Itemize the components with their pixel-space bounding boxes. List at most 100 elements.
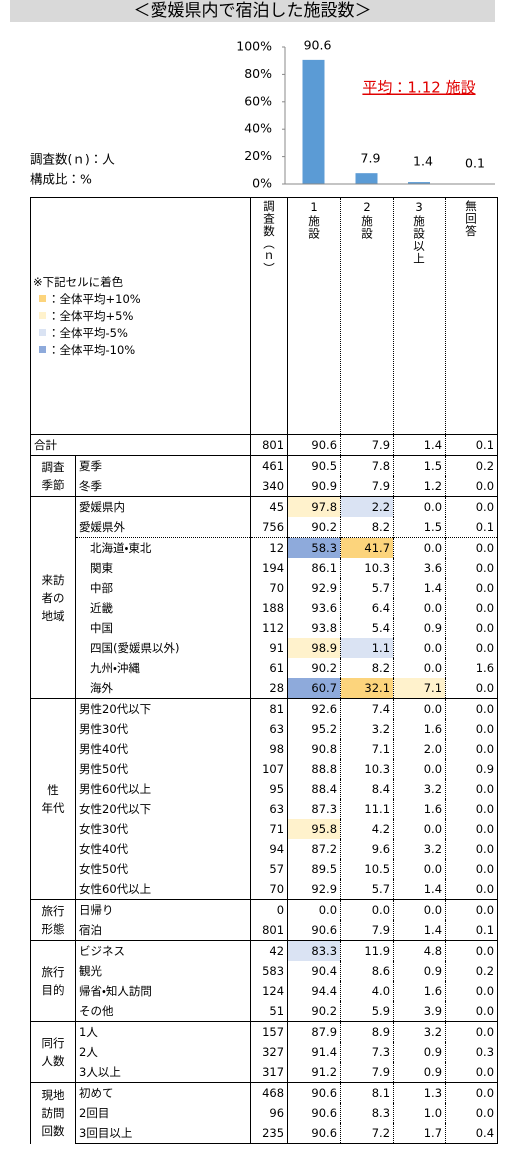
- cell-value: 0.9: [393, 1062, 447, 1083]
- cell-value: 63: [250, 799, 289, 819]
- row-label: 男性20代以下: [74, 698, 252, 719]
- row-label: 男性60代以上: [74, 779, 252, 799]
- row-label: 男性30代: [74, 719, 252, 739]
- cell-value: 0.0: [340, 899, 395, 920]
- legend-note: ※下記セルに着色: [33, 274, 124, 289]
- row-label: 2回目: [74, 1103, 252, 1123]
- legend-label: ：全体平均-10%: [48, 342, 136, 357]
- cell-value: 0.9: [393, 1042, 447, 1062]
- cell-value: 0.0: [393, 598, 447, 618]
- column-header: 無回答: [445, 197, 499, 435]
- row-label: 観光: [74, 961, 252, 981]
- group-label: 合計: [29, 434, 252, 456]
- cell-value: 7.9: [340, 1062, 395, 1083]
- group-label: 旅行 目的: [30, 940, 76, 1022]
- cell-value: 0.0: [445, 981, 499, 1001]
- cell-value: 7.2: [340, 1123, 395, 1144]
- cell-value: 1.6: [393, 981, 447, 1001]
- cell-value: 5.7: [340, 578, 395, 598]
- y-tick-label: 40%: [244, 121, 272, 136]
- cell-value: 7.9: [340, 920, 395, 941]
- cell-value: 42: [250, 940, 289, 961]
- table-row: 男性60代以上 95 88.4 8.4 3.2 0.0: [31, 779, 499, 799]
- row-label: 北海道・東北: [74, 537, 252, 558]
- legend-item: ：全体平均+5%: [33, 308, 247, 325]
- cell-value: 5.7: [340, 879, 395, 900]
- cell-value: 801: [250, 920, 289, 941]
- cell-value: 86.1: [287, 558, 342, 578]
- cell-value: 4.2: [340, 819, 395, 839]
- cell-value: 87.9: [287, 1021, 342, 1042]
- cell-value: 7.4: [340, 698, 395, 719]
- y-tick-label: 20%: [244, 148, 272, 163]
- table-row: 中国 112 93.8 5.4 0.9 0.0: [31, 618, 499, 638]
- table-row: 近畿 188 93.6 6.4 0.0 0.0: [31, 598, 499, 618]
- cell-value: 8.4: [340, 779, 395, 799]
- cell-value: 7.1: [340, 739, 395, 759]
- row-label: 近畿: [74, 598, 252, 618]
- cell-value: 0.0: [445, 598, 499, 618]
- data-table: ※下記セルに着色 ：全体平均+10% ：全体平均+5% ：全体平均-5% ：全体平均-1…: [29, 197, 499, 1144]
- cell-value: 0.3: [445, 1042, 499, 1062]
- cell-value: 71: [250, 819, 289, 839]
- table-row: 女性30代 71 95.8 4.2 0.0 0.0: [31, 819, 499, 839]
- row-label: 中国: [74, 618, 252, 638]
- cell-value: 70: [250, 578, 289, 598]
- cell-value: 0.0: [393, 658, 447, 678]
- table-row: 3回目以上 235 90.6 7.2 1.7 0.4: [31, 1123, 499, 1144]
- cell-value: 90.6: [287, 920, 342, 941]
- cell-value: 58.3: [287, 537, 342, 558]
- cell-value: 0.0: [445, 678, 499, 699]
- cell-value: 98: [250, 739, 289, 759]
- cell-value: 1.4: [393, 920, 447, 941]
- cell-value: 0: [250, 899, 289, 920]
- cell-value: 94: [250, 839, 289, 859]
- header-row: ※下記セルに着色 ：全体平均+10% ：全体平均+5% ：全体平均-5% ：全体平均-1…: [29, 197, 499, 435]
- annotation: 平均：1.12 施設: [362, 79, 475, 97]
- cell-value: 0.0: [445, 496, 499, 517]
- row-label: 中部: [74, 578, 252, 598]
- row-label: 関東: [74, 558, 252, 578]
- pct-label: 構成比：%: [30, 172, 92, 187]
- title: ＜愛媛県内で宿泊した施設数＞: [10, 0, 495, 22]
- cell-value: 1.5: [393, 517, 447, 538]
- table-row: 観光 583 90.4 8.6 0.9 0.2: [31, 961, 499, 981]
- cell-value: 1.6: [393, 799, 447, 819]
- table-row: 男性50代 107 88.8 10.3 0.0 0.9: [31, 759, 499, 779]
- cell-value: 94.4: [287, 981, 342, 1001]
- column-header: 調査数（ｎ）: [250, 197, 289, 435]
- cell-value: 90.2: [287, 658, 342, 678]
- cell-value: 90.6: [287, 1123, 342, 1144]
- cell-value: 90.4: [287, 961, 342, 981]
- cell-value: 4.0: [340, 981, 395, 1001]
- cell-value: 88.4: [287, 779, 342, 799]
- row-label: 日帰り: [74, 899, 252, 920]
- table-row: 来訪 者の 地域 愛媛県内 45 97.8 2.2 0.0 0.0: [30, 496, 499, 699]
- cell-value: 81: [250, 698, 289, 719]
- cell-value: 468: [250, 1082, 289, 1103]
- table-row: 九州・沖縄 61 90.2 8.2 0.0 1.6: [31, 658, 499, 678]
- cell-value: 90.6: [287, 434, 342, 456]
- cell-value: 1.4: [393, 879, 447, 900]
- cell-value: 93.8: [287, 618, 342, 638]
- cell-value: 8.3: [340, 1103, 395, 1123]
- cell-value: 0.0: [287, 899, 342, 920]
- group-label: 調査 季節: [30, 455, 76, 497]
- row-label: その他: [74, 1001, 252, 1022]
- group-label: 現地 訪問 回数: [30, 1082, 76, 1144]
- cell-value: 87.3: [287, 799, 342, 819]
- table-row: 女性60代以上 70 92.9 5.7 1.4 0.0: [31, 879, 499, 900]
- cell-value: 87.2: [287, 839, 342, 859]
- cell-value: 0.0: [393, 698, 447, 719]
- cell-value: 1.7: [393, 1123, 447, 1144]
- row-label: ビジネス: [74, 940, 252, 961]
- cell-value: 90.2: [287, 1001, 342, 1022]
- cell-value: 0.0: [393, 759, 447, 779]
- cell-value: 8.2: [340, 658, 395, 678]
- row-label: 愛媛県内: [74, 496, 252, 517]
- cell-value: 0.0: [445, 819, 499, 839]
- table-row: 2回目 96 90.6 8.3 1.0 0.0: [31, 1103, 499, 1123]
- cell-value: 92.6: [287, 698, 342, 719]
- table-row: 男性30代 63 95.2 3.2 1.6 0.0: [31, 719, 499, 739]
- table-row: 現地 訪問 回数 初めて 468 90.6 8.1 1.3 0.0: [30, 1082, 499, 1144]
